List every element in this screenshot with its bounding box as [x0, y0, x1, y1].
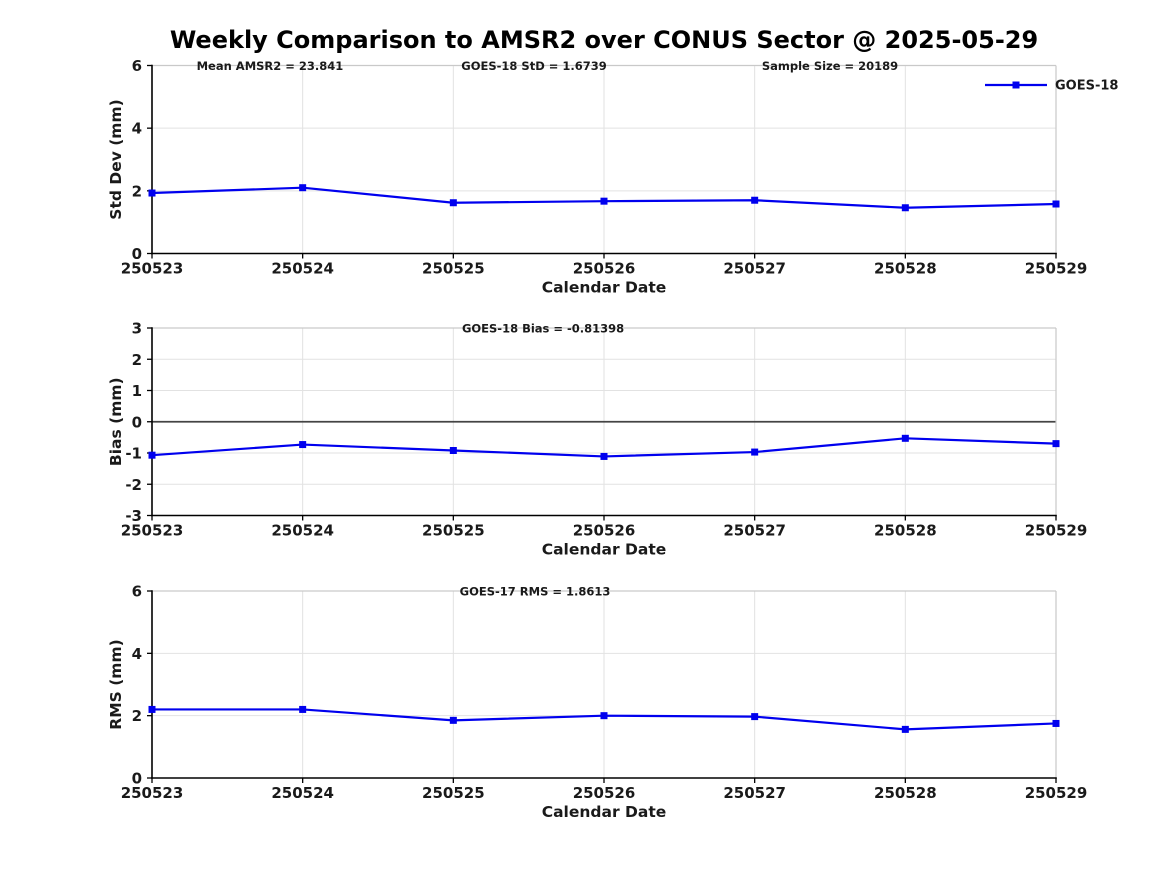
- x-tick-label: 250524: [271, 522, 334, 540]
- legend-label: GOES-18: [1055, 79, 1118, 94]
- x-axis-label: Calendar Date: [542, 803, 667, 821]
- y-tick-label: 2: [132, 182, 142, 200]
- x-tick-label: 250524: [271, 784, 334, 802]
- x-tick-label: 250527: [723, 522, 786, 540]
- chart-rms: 250523 250524 250525 250526 250527 250528 2505…: [107, 583, 1088, 822]
- figure-title: Weekly Comparison to AMSR2 over CONUS Se…: [169, 26, 1039, 54]
- x-tick-label: 250523: [121, 522, 184, 540]
- y-tick-label: 2: [132, 707, 142, 725]
- y-tick-label: -2: [125, 476, 142, 494]
- data-point-marker: [299, 441, 307, 449]
- legend: GOES-18: [985, 79, 1118, 94]
- data-point-marker: [449, 447, 457, 454]
- data-point-marker: [1052, 719, 1060, 727]
- x-tick-label: 250523: [121, 260, 184, 278]
- annotation: GOES-17 RMS = 1.8613: [460, 585, 611, 599]
- annotation: Mean AMSR2 = 23.841: [197, 59, 344, 73]
- x-tick-label: 250528: [874, 260, 937, 278]
- x-tick-label: 250526: [573, 260, 636, 278]
- data-point-marker: [901, 204, 909, 212]
- annotation: Sample Size = 20189: [762, 59, 898, 73]
- x-axis-label: Calendar Date: [542, 541, 667, 559]
- y-tick-label: -3: [125, 507, 142, 525]
- y-tick-label: 4: [132, 120, 142, 138]
- data-point-marker: [299, 184, 307, 192]
- y-tick-label: 0: [132, 413, 142, 431]
- x-tick-label: 250526: [573, 784, 636, 802]
- y-axis-label: Bias (mm): [107, 377, 125, 466]
- x-tick-label: 250526: [573, 522, 636, 540]
- data-point-marker: [449, 199, 457, 207]
- y-tick-label: -1: [125, 445, 142, 463]
- x-tick-label: 250523: [121, 784, 184, 802]
- data-point-marker: [600, 452, 608, 460]
- annotation: GOES-18 Bias = -0.81398: [462, 322, 624, 336]
- x-tick-label: 250529: [1025, 260, 1088, 278]
- annotation: GOES-18 StD = 1.6739: [461, 59, 606, 73]
- data-point-marker: [299, 705, 307, 713]
- y-tick-label: 6: [132, 583, 142, 601]
- y-tick-label: 1: [132, 382, 142, 400]
- x-tick-label: 250527: [723, 260, 786, 278]
- data-point-marker: [600, 197, 608, 205]
- x-tick-label: 250529: [1025, 784, 1088, 802]
- data-point-marker: [449, 716, 457, 724]
- y-tick-label: 3: [132, 320, 142, 338]
- y-tick-label: 4: [132, 645, 142, 663]
- x-tick-label: 250528: [874, 784, 937, 802]
- y-tick-label: 0: [132, 770, 142, 788]
- data-point-marker: [148, 451, 156, 459]
- y-tick-label: 0: [132, 245, 142, 263]
- y-tick-label: 6: [132, 57, 142, 75]
- x-tick-label: 250525: [422, 260, 485, 278]
- data-point-marker: [751, 713, 759, 721]
- x-axis-label: Calendar Date: [542, 279, 667, 297]
- data-point-marker: [600, 712, 608, 720]
- y-axis-label: RMS (mm): [107, 639, 125, 729]
- x-tick-label: 250524: [271, 260, 334, 278]
- x-tick-label: 250529: [1025, 522, 1088, 540]
- data-point-marker: [1052, 440, 1060, 448]
- data-point-marker: [901, 725, 909, 733]
- chart-std-dev: 250523 250524 250525 250526 250527 250528 2505…: [107, 57, 1118, 297]
- data-point-marker: [751, 448, 759, 456]
- chart-bias: 250523 250524 250525 250526 250527 250528 2505…: [107, 320, 1088, 559]
- y-tick-label: 2: [132, 351, 142, 369]
- data-point-marker: [1052, 200, 1060, 208]
- y-axis-label: Std Dev (mm): [107, 99, 125, 219]
- x-tick-label: 250528: [874, 522, 937, 540]
- legend-marker-icon: [1012, 81, 1020, 89]
- x-tick-label: 250525: [422, 522, 485, 540]
- data-point-marker: [148, 705, 156, 713]
- x-tick-label: 250527: [723, 784, 786, 802]
- data-point-marker: [901, 434, 909, 442]
- data-point-marker: [148, 189, 156, 197]
- x-tick-label: 250525: [422, 784, 485, 802]
- data-point-marker: [751, 196, 759, 204]
